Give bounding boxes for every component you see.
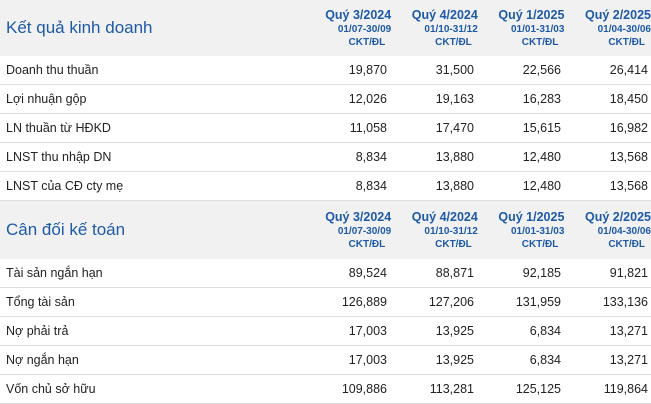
row-label: LNST của CĐ cty mẹ (6, 179, 124, 193)
row-value: 133,136 (602, 295, 648, 309)
quarter-label[interactable]: Quý 4/2024 (411, 8, 478, 22)
row-value: 17,003 (348, 324, 387, 338)
section-header: Cân đối kế toán Quý 3/2024 01/07-30/09 CKT/… (0, 201, 651, 259)
balance-sheet-section: Cân đối kế toán Quý 3/2024 01/07-30/09 CKT/… (0, 201, 651, 404)
date-range-label: 01/10-31/12 (424, 226, 478, 237)
section-title[interactable]: Kết quả kinh doanh (6, 18, 153, 37)
row-value: 92,185 (522, 266, 561, 280)
date-range-label: 01/10-31/12 (424, 24, 478, 35)
row-value: 127,206 (428, 295, 474, 309)
row-value: 15,615 (522, 121, 561, 135)
row-value: 13,880 (435, 150, 474, 164)
quarter-label[interactable]: Quý 1/2025 (498, 210, 565, 224)
row-value: 89,524 (348, 266, 387, 280)
audit-status-label: CKT/ĐL (521, 37, 559, 48)
period-column-header: Quý 3/2024 01/07-30/09 CKT/ĐL (305, 201, 392, 259)
row-value: 17,470 (435, 121, 474, 135)
audit-status-label: CKT/ĐL (521, 239, 559, 250)
row-value: 8,834 (355, 150, 387, 164)
row-value: 31,500 (435, 63, 474, 77)
period-column-header: Quý 1/2025 01/01-31/03 CKT/ĐL (478, 201, 565, 259)
table-row: LNST của CĐ cty mẹ 8,834 13,880 12,480 13,56… (0, 172, 651, 201)
audit-status-label: CKT/ĐL (608, 37, 645, 48)
table-row: Tổng tài sản 126,889 127,206 131,959 133,136 (0, 288, 651, 317)
row-value: 126,889 (341, 295, 387, 309)
row-value: 11,058 (349, 121, 387, 135)
row-value: 12,026 (348, 92, 387, 106)
row-value: 6,834 (529, 324, 561, 338)
table-row: Lợi nhuận gộp 12,026 19,163 16,283 18,450 (0, 85, 651, 114)
period-column-header: Quý 3/2024 01/07-30/09 CKT/ĐL (305, 0, 392, 56)
row-value: 113,281 (429, 382, 474, 396)
quarter-label[interactable]: Quý 2/2025 (584, 8, 651, 22)
date-range-label: 01/04-30/06 (597, 226, 651, 237)
row-value: 19,163 (435, 92, 474, 106)
row-value: 109,886 (341, 382, 387, 396)
row-value: 12,480 (522, 150, 561, 164)
quarter-label[interactable]: Quý 1/2025 (498, 8, 565, 22)
date-range-label: 01/01-31/03 (511, 226, 565, 237)
row-value: 119,864 (603, 382, 648, 396)
quarter-label[interactable]: Quý 3/2024 (325, 210, 392, 224)
audit-status-label: CKT/ĐL (608, 239, 645, 250)
period-column-header: Quý 2/2025 01/04-30/06 CKT/ĐL (564, 201, 651, 259)
row-value: 26,414 (609, 63, 648, 77)
table-row: LN thuần từ HĐKD 11,058 17,470 15,615 16,982 (0, 114, 651, 143)
row-value: 22,566 (522, 63, 561, 77)
row-value: 88,871 (435, 266, 474, 280)
row-value: 17,003 (348, 353, 387, 367)
quarter-label[interactable]: Quý 3/2024 (325, 8, 392, 22)
row-label: Nợ ngắn hạn (6, 353, 79, 367)
row-value: 13,271 (609, 324, 648, 338)
section-header: Kết quả kinh doanh Quý 3/2024 01/07-30/09 C… (0, 0, 651, 56)
row-value: 91,821 (609, 266, 648, 280)
period-column-header: Quý 1/2025 01/01-31/03 CKT/ĐL (478, 0, 565, 56)
row-value: 131,959 (515, 295, 561, 309)
date-range-label: 01/04-30/06 (597, 24, 651, 35)
row-value: 8,834 (355, 179, 387, 193)
audit-status-label: CKT/ĐL (348, 37, 386, 48)
date-range-label: 01/07-30/09 (337, 226, 392, 237)
table-row: Tài sản ngắn hạn 89,524 88,871 92,185 91,821 (0, 259, 651, 288)
section-title[interactable]: Cân đối kế toán (6, 220, 126, 239)
table-row: Nợ ngắn hạn 17,003 13,925 6,834 13,271 (0, 346, 651, 375)
row-value: 13,568 (609, 179, 648, 193)
row-value: 16,982 (609, 121, 648, 135)
row-label: Nợ phải trả (6, 324, 69, 338)
table-row: LNST thu nhập DN 8,834 13,880 12,480 13,568 (0, 143, 651, 172)
audit-status-label: CKT/ĐL (435, 239, 472, 250)
row-value: 6,834 (529, 353, 561, 367)
row-label: Lợi nhuận gộp (6, 92, 87, 106)
date-range-label: 01/07-30/09 (337, 24, 392, 35)
row-value: 13,925 (435, 324, 474, 338)
row-label: LN thuần từ HĐKD (6, 121, 111, 135)
row-label: Doanh thu thuần (6, 63, 99, 77)
date-range-label: 01/01-31/03 (511, 24, 565, 35)
income-statement-section: Kết quả kinh doanh Quý 3/2024 01/07-30/09 C… (0, 0, 651, 201)
audit-status-label: CKT/ĐL (348, 239, 386, 250)
period-column-header: Quý 2/2025 01/04-30/06 CKT/ĐL (564, 0, 651, 56)
table-row: Doanh thu thuần 19,870 31,500 22,566 26,414 (0, 56, 651, 85)
row-value: 13,880 (435, 179, 474, 193)
period-column-header: Quý 4/2024 01/10-31/12 CKT/ĐL (391, 0, 478, 56)
row-value: 125,125 (515, 382, 561, 396)
row-value: 13,271 (609, 353, 648, 367)
row-value: 13,568 (609, 150, 648, 164)
period-column-header: Quý 4/2024 01/10-31/12 CKT/ĐL (391, 201, 478, 259)
quarter-label[interactable]: Quý 2/2025 (584, 210, 651, 224)
row-value: 18,450 (609, 92, 648, 106)
row-value: 12,480 (522, 179, 561, 193)
row-label: Tổng tài sản (6, 295, 75, 309)
row-value: 16,283 (522, 92, 561, 106)
row-value: 19,870 (348, 63, 387, 77)
row-value: 13,925 (435, 353, 474, 367)
table-row: Nợ phải trả 17,003 13,925 6,834 13,271 (0, 317, 651, 346)
row-label: LNST thu nhập DN (6, 150, 112, 164)
row-label: Tài sản ngắn hạn (6, 266, 103, 280)
audit-status-label: CKT/ĐL (435, 37, 472, 48)
row-label: Vốn chủ sở hữu (6, 382, 96, 396)
quarter-label[interactable]: Quý 4/2024 (411, 210, 478, 224)
